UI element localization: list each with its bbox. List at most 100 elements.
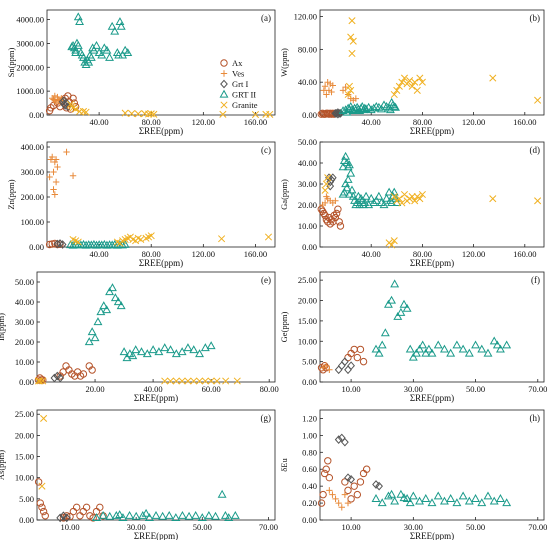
- point-e-granite: [166, 377, 175, 385]
- point-f-grtii: [477, 344, 487, 353]
- point-f-grtii: [464, 348, 474, 357]
- point-e-ax: [88, 366, 96, 374]
- y-tick-label-a: 3000.00: [16, 38, 44, 48]
- point-f-grti: [341, 357, 349, 366]
- point-b-granite: [344, 90, 352, 99]
- y-tick-label-b: 0.00: [302, 110, 317, 120]
- point-g-ax: [39, 507, 48, 516]
- point-f-ves: [326, 366, 333, 373]
- point-e-grtii: [96, 307, 106, 316]
- plot-frame-d: [319, 141, 545, 248]
- point-d-granite: [489, 195, 497, 203]
- point-e-grtii: [177, 347, 187, 356]
- point-a-grtii: [97, 50, 107, 59]
- point-d-granite: [416, 195, 424, 203]
- point-b-granite: [347, 33, 355, 41]
- point-a-grtii: [110, 26, 120, 35]
- point-f-grtii: [374, 348, 384, 357]
- point-f-grtii: [387, 295, 397, 304]
- point-f-grtii: [377, 340, 387, 349]
- x-tick-label-g: 10.00: [60, 522, 79, 532]
- point-a-grti: [60, 96, 68, 106]
- point-g-grtii: [230, 510, 240, 519]
- point-d-granite: [418, 190, 426, 199]
- point-c-grti: [56, 239, 64, 248]
- y-tick-label-f: 15.00: [298, 316, 317, 326]
- point-a-granite: [251, 110, 260, 119]
- x-tick-label-h: 50.00: [466, 522, 485, 532]
- y-tick-label-d: 40.00: [298, 158, 317, 168]
- point-d-ax: [331, 213, 340, 222]
- point-f-grtii: [433, 340, 443, 349]
- point-f-ax: [353, 353, 362, 362]
- point-e-grtii: [148, 345, 158, 354]
- y-tick-label-f: 25.00: [298, 275, 317, 285]
- point-e-grtii: [183, 343, 193, 352]
- y-tick-label-e: 20.00: [15, 337, 34, 347]
- point-f-grtii: [405, 344, 415, 353]
- point-g-ax: [36, 499, 45, 507]
- point-f-grtii: [390, 279, 400, 288]
- point-d-granite: [321, 186, 329, 194]
- x-tick-label-f: 10.00: [342, 384, 361, 394]
- panel-label-h: (h): [530, 413, 541, 423]
- x-tick-label-e: 60.00: [202, 384, 221, 394]
- x-tick-label-c: 40.00: [90, 249, 109, 259]
- point-h-grtii: [396, 489, 406, 498]
- point-e-grtii: [137, 347, 146, 356]
- point-e-grtii: [195, 349, 204, 358]
- point-a-grtii: [89, 45, 99, 54]
- point-e-ax: [79, 370, 88, 378]
- x-tick-label-b: 40.00: [362, 117, 381, 127]
- point-h-ax: [325, 473, 334, 482]
- x-tick-label-g: 70.00: [259, 522, 278, 532]
- point-h-ves: [341, 491, 349, 498]
- point-a-grtii: [84, 57, 94, 66]
- y-tick-label-a: 1000.00: [16, 86, 44, 96]
- point-e-grtii: [105, 287, 115, 296]
- point-h-grtii: [477, 498, 487, 507]
- point-h-grtii: [502, 498, 512, 507]
- point-d-grtii: [360, 198, 370, 206]
- point-e-grtii: [113, 297, 123, 306]
- point-g-granite: [38, 482, 46, 490]
- point-d-grtii: [366, 193, 376, 202]
- point-b-granite: [395, 82, 403, 90]
- point-f-ax: [356, 345, 365, 354]
- point-b-grtii: [391, 102, 400, 111]
- point-d-granite: [324, 174, 332, 182]
- legend-marker-ves: [220, 70, 228, 77]
- point-g-grtii: [204, 510, 214, 519]
- point-d-granite: [388, 241, 396, 249]
- point-f-grtii: [458, 344, 468, 353]
- y-tick-label-b: 120.00: [294, 12, 317, 22]
- x-tick-label-e: 40.00: [144, 384, 163, 394]
- point-h-ves: [332, 495, 339, 503]
- y-tick-label-d: 20.00: [298, 200, 317, 210]
- x-tick-label-a: 40.00: [90, 117, 109, 127]
- point-e-grtii: [84, 337, 94, 346]
- point-d-ves: [332, 197, 339, 204]
- point-h-grtii: [452, 498, 462, 507]
- point-g-grtii: [197, 513, 207, 521]
- point-f-grtii: [399, 299, 409, 308]
- point-a-grtii: [116, 21, 126, 30]
- point-f-grtii: [408, 352, 418, 361]
- panel-d: 40.00 80.00 120.00 160.00 0.00 10.00 20.00 30.0…: [279, 137, 545, 268]
- panel-label-c: (c): [261, 145, 271, 155]
- point-d-ax: [317, 205, 325, 213]
- panel-h: 10.00 30.00 50.00 70.00 0.00 0.20 0.40 0.60 0.80…: [279, 409, 547, 540]
- point-f-grtii: [380, 328, 390, 337]
- plot-frame-b: [319, 9, 545, 116]
- point-h-grti: [341, 437, 349, 447]
- x-tick-label-a: 120.00: [192, 117, 215, 127]
- point-f-grtii: [452, 340, 462, 349]
- point-f-grtii: [393, 311, 403, 320]
- point-b-grtii: [369, 103, 379, 112]
- point-h-ax: [350, 482, 358, 490]
- point-a-granite: [72, 105, 80, 113]
- point-f-grtii: [492, 340, 502, 349]
- point-e-grtii: [116, 301, 126, 310]
- legend-marker-grti: [220, 79, 228, 89]
- y-tick-label-h: 0.80: [302, 447, 317, 457]
